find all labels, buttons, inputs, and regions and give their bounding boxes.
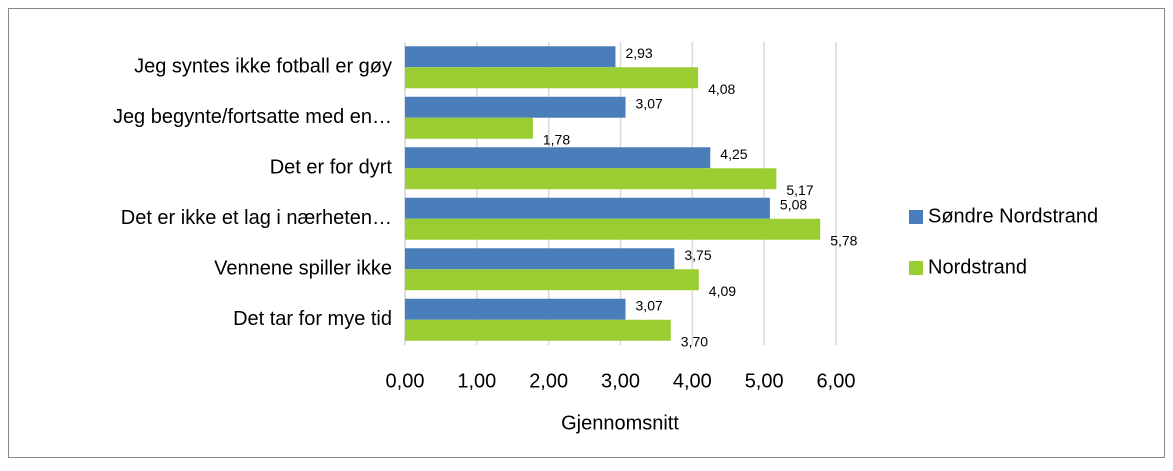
x-axis-title: Gjennomsnitt (561, 412, 679, 434)
value-label: 3,75 (684, 247, 711, 263)
y-tick-label: Jeg begynte/fortsatte med en… (113, 106, 392, 128)
value-label: 3,07 (636, 297, 663, 313)
value-label: 3,07 (636, 95, 663, 111)
value-label: 4,08 (708, 81, 735, 97)
bar (405, 218, 821, 240)
value-label: 1,78 (543, 131, 570, 147)
bar (405, 96, 626, 118)
bar (405, 147, 711, 169)
value-label: 3,70 (681, 333, 708, 349)
y-tick-label: Det er ikke et lag i nærheten… (121, 207, 392, 229)
x-tick-label: 6,00 (817, 370, 856, 392)
value-label: 4,25 (720, 146, 747, 162)
x-tick-label: 2,00 (529, 370, 568, 392)
x-tick-label: 5,00 (745, 370, 784, 392)
legend-swatch (909, 261, 923, 275)
legend-label: Søndre Nordstrand (928, 205, 1098, 227)
x-tick-label: 0,00 (386, 370, 425, 392)
y-tick-label: Vennene spiller ikke (214, 258, 392, 280)
x-tick-label: 4,00 (673, 370, 712, 392)
y-tick-label: Det tar for mye tid (233, 308, 392, 330)
bar (405, 46, 616, 68)
bar (405, 67, 699, 89)
y-tick-label: Jeg syntes ikke fotball er gøy (134, 56, 392, 78)
y-tick-label: Det er for dyrt (270, 157, 393, 179)
bar (405, 197, 770, 219)
value-label: 5,17 (786, 182, 813, 198)
value-label: 2,93 (625, 45, 652, 61)
bar (405, 117, 533, 139)
bar (405, 269, 699, 291)
value-label: 5,08 (780, 196, 807, 212)
x-tick-label: 1,00 (457, 370, 496, 392)
bar (405, 298, 626, 320)
bar (405, 168, 777, 190)
value-label: 4,09 (709, 283, 736, 299)
bar (405, 248, 675, 270)
x-tick-label: 3,00 (601, 370, 640, 392)
bar (405, 319, 671, 341)
legend-label: Nordstrand (928, 256, 1027, 278)
legend-swatch (909, 210, 923, 224)
value-label: 5,78 (830, 232, 857, 248)
